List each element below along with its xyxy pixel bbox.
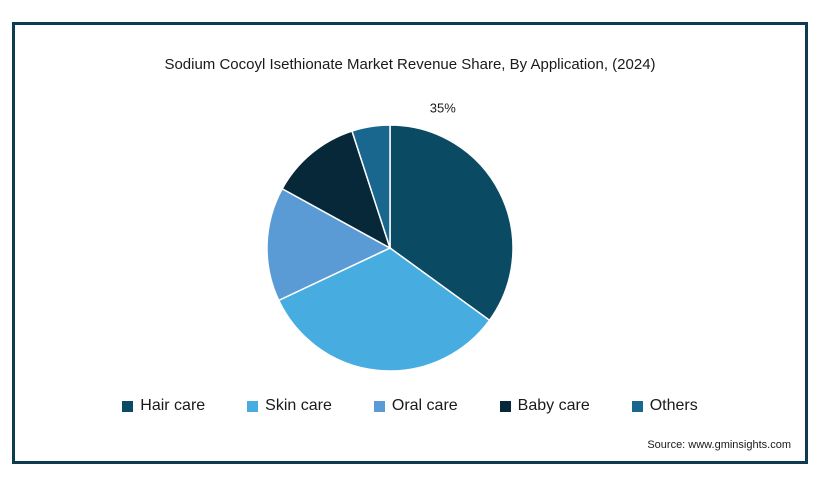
legend-swatch [122,400,134,412]
legend-label: Others [649,397,698,414]
pie-chart: 35% [266,101,514,372]
legend-swatch [499,400,511,412]
source-note: Source: www.gminsights.com [647,439,791,451]
legend-label: Baby care [517,397,590,414]
chart-frame: Sodium Cocoyl Isethionate Market Revenue… [12,22,808,464]
legend-swatch [247,400,259,412]
pie-slice-hair-care [389,124,514,322]
legend-item-skin-care: Skin care [247,397,332,415]
pie-slice-others [351,124,391,249]
legend-item-others: Others [631,397,698,415]
legend-label: Hair care [140,397,206,414]
legend-swatch [631,400,643,412]
pie-slice-skin-care [277,247,491,372]
legend-label: Skin care [265,397,332,414]
chart-legend: Hair care Skin care Oral care Baby care Othe… [15,397,805,415]
legend-swatch [373,400,385,412]
legend-label: Oral care [391,397,458,414]
pie-slice-baby-care [281,130,392,250]
pie-slice-oral-care [266,187,392,302]
legend-item-hair-care: Hair care [122,397,205,415]
data-label: 35% [430,101,456,116]
legend-item-baby-care: Baby care [499,397,590,415]
chart-title: Sodium Cocoyl Isethionate Market Revenue… [164,56,656,73]
legend-item-oral-care: Oral care [373,397,458,415]
